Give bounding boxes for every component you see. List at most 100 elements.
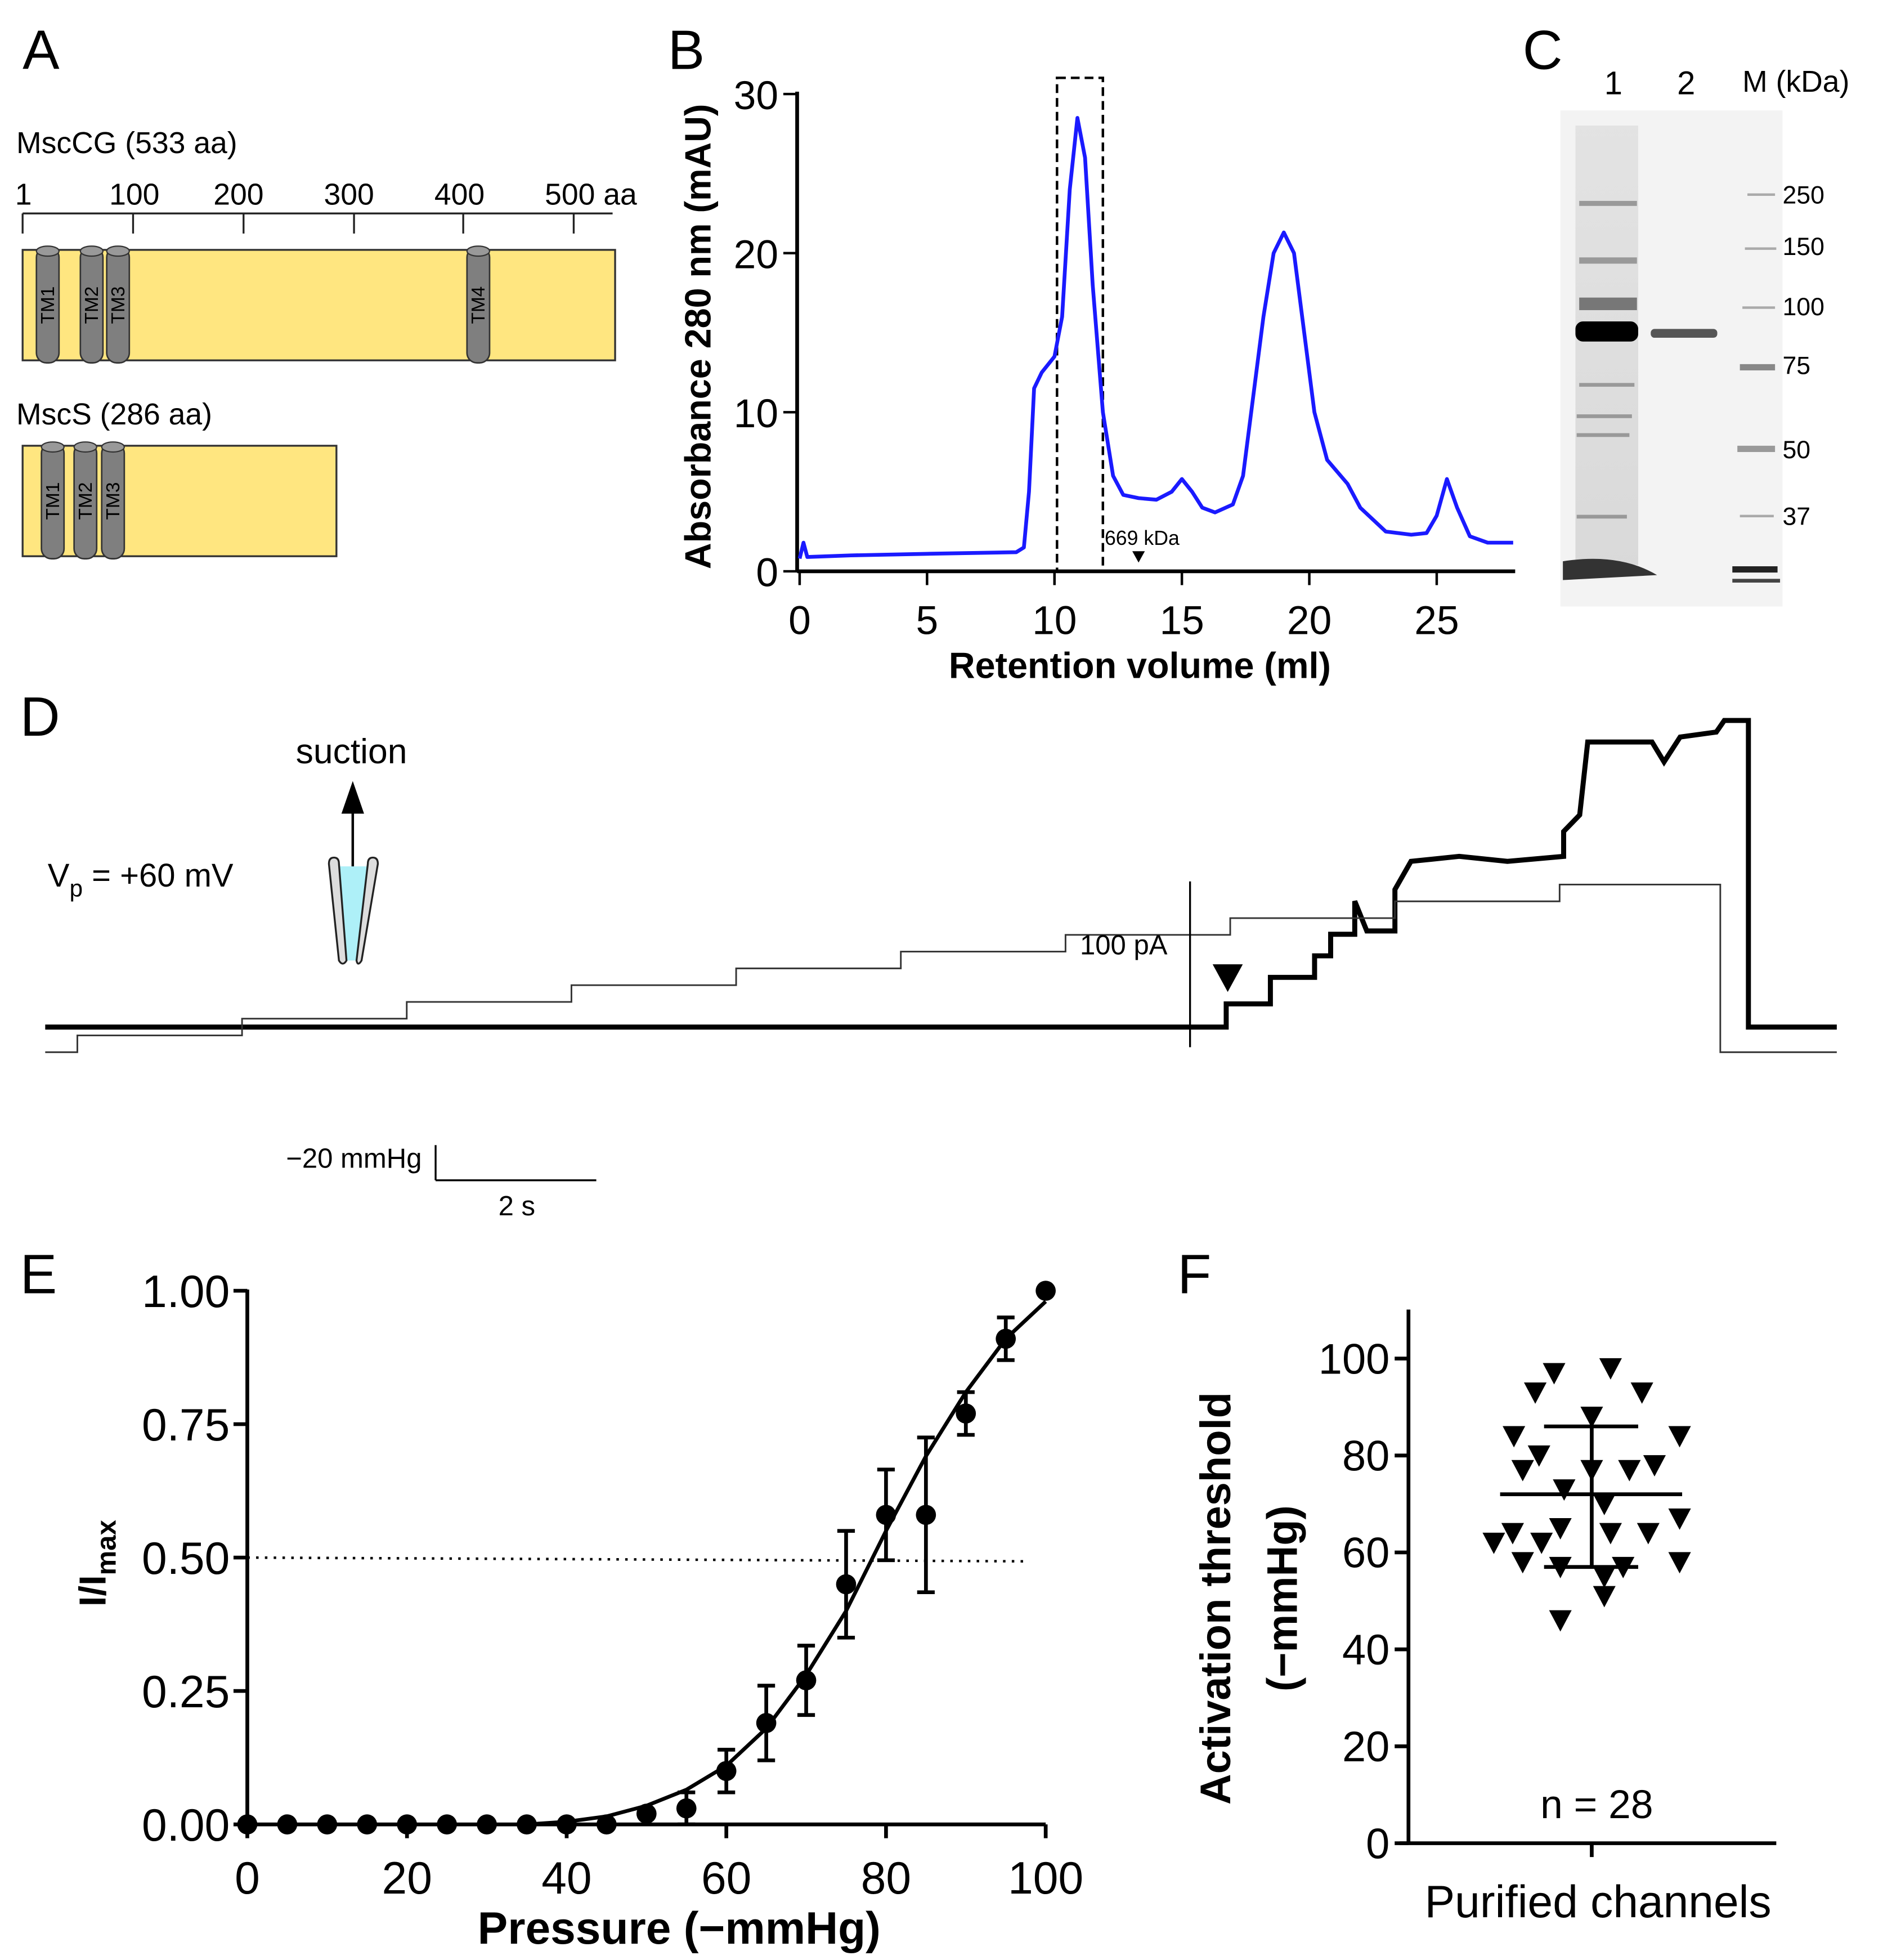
- e-data-point: [996, 1328, 1016, 1349]
- tm-label: TM2: [75, 482, 96, 520]
- e-data-point: [557, 1814, 577, 1834]
- f-data-point: [1553, 1479, 1576, 1501]
- lane-label-2: 2: [1677, 65, 1695, 101]
- f-data-point: [1630, 1382, 1653, 1404]
- panel-b-chromatogram: 0 5 10 15 20 25 0 10 20 30 Absorbance 280 nm (mAU…: [678, 73, 1516, 686]
- lane-1-main-band: [1575, 321, 1638, 342]
- panel-label-f: F: [1177, 1243, 1211, 1305]
- f-y-axis-label-line2: (−mmHg): [1258, 1505, 1306, 1691]
- tm-label: TM1: [38, 287, 59, 324]
- panel-label-a: A: [23, 19, 60, 81]
- aa-scale-axis: [21, 212, 613, 234]
- f-data-point: [1549, 1518, 1572, 1540]
- b-669kda-marker-icon: [1132, 551, 1145, 563]
- e-x-tick-label: 80: [861, 1853, 911, 1904]
- lane-2-band: [1651, 329, 1718, 338]
- e-data-point: [956, 1403, 976, 1424]
- scale-tick-label: 400: [434, 178, 485, 212]
- panel-f-activation-threshold: 0 20 40 60 80 100 Activation threshold (−mmHg…: [1192, 1309, 1777, 1927]
- tm-label: TM3: [103, 482, 124, 520]
- f-data-point: [1511, 1552, 1534, 1574]
- scale-tick-label: 200: [213, 178, 263, 212]
- f-data-point: [1593, 1493, 1616, 1515]
- tm-helix-top: [101, 441, 125, 453]
- tm-helix-top: [466, 245, 491, 257]
- mscs-domain-bar: [21, 445, 338, 557]
- b-y-tick-label: 20: [734, 232, 778, 277]
- f-data-point: [1668, 1508, 1691, 1530]
- lane-label-marker: M (kDa): [1742, 65, 1849, 99]
- e-data-point: [836, 1574, 857, 1595]
- b-x-tick-label: 25: [1414, 598, 1459, 643]
- e-data-point: [437, 1814, 457, 1834]
- f-data-point: [1580, 1407, 1603, 1428]
- tm-helix-top: [73, 441, 97, 453]
- mscs-tm-helices: TM1 TM2 TM3: [41, 441, 125, 560]
- mscs-title: MscS (286 aa): [16, 398, 212, 431]
- marker-label: 37: [1783, 503, 1811, 530]
- pressure-scale-label: −20 mmHg: [286, 1143, 422, 1174]
- e-data-point: [916, 1505, 936, 1525]
- marker-label: 250: [1783, 181, 1824, 209]
- e-data-point: [597, 1814, 617, 1834]
- e-data-point: [357, 1814, 378, 1834]
- b-y-tick-label: 0: [756, 551, 778, 596]
- aa-scale-labels: 1 100 200 300 400 500 aa: [15, 178, 637, 212]
- e-data-point: [796, 1670, 817, 1690]
- f-data-point: [1501, 1523, 1525, 1545]
- f-data-point: [1593, 1586, 1616, 1608]
- e-data-point: [676, 1798, 697, 1819]
- e-data-point: [237, 1814, 258, 1834]
- f-y-tick-label: 0: [1366, 1820, 1389, 1868]
- f-data-point: [1668, 1426, 1691, 1448]
- f-data-point: [1503, 1426, 1526, 1448]
- f-data-point: [1637, 1523, 1660, 1545]
- e-y-tick-label: 0.75: [142, 1400, 230, 1451]
- marker-label: 100: [1783, 293, 1824, 321]
- holding-potential-label: Vp = +60 mV: [48, 858, 234, 902]
- e-x-tick-label: 20: [382, 1853, 432, 1904]
- e-data-point: [876, 1505, 896, 1525]
- current-scale-label: 100 pA: [1080, 930, 1168, 960]
- gel-lane-1: [1575, 126, 1638, 565]
- b-x-tick-label: 10: [1032, 598, 1077, 643]
- marker-label: 75: [1783, 352, 1811, 380]
- e-x-axis-label: Pressure (−mmHg): [478, 1903, 881, 1954]
- f-y-tick-label: 20: [1342, 1723, 1389, 1771]
- b-y-tick-label: 30: [734, 73, 778, 118]
- msccg-title: MscCG (533 aa): [16, 127, 237, 160]
- b-x-tick-label: 20: [1287, 598, 1331, 643]
- f-data-point: [1618, 1460, 1641, 1482]
- e-x-tick-label: 40: [541, 1853, 591, 1904]
- e-data-point: [716, 1761, 737, 1782]
- current-trace: [45, 718, 1837, 1030]
- e-data-point: [756, 1713, 777, 1733]
- panel-label-e: E: [20, 1243, 57, 1305]
- e-data-point: [636, 1804, 657, 1824]
- e-data-point: [1035, 1281, 1056, 1301]
- e-y-tick-label: 1.00: [142, 1267, 230, 1317]
- f-data-point: [1530, 1532, 1553, 1554]
- marker-ladder-bands: [1732, 193, 1781, 583]
- f-y-tick-label: 100: [1319, 1335, 1390, 1383]
- e-x-tick-label: 60: [701, 1853, 751, 1904]
- b-collected-fraction-box: [1056, 77, 1105, 573]
- tm-helix-top: [106, 245, 130, 257]
- f-data-point: [1482, 1532, 1505, 1554]
- b-y-tick-label: 10: [734, 391, 778, 436]
- tm-label: TM2: [82, 287, 102, 324]
- e-y-axis-label: I/Imax: [71, 1520, 122, 1607]
- f-data-point: [1593, 1567, 1616, 1588]
- panel-label-d: D: [20, 686, 60, 748]
- f-data-point: [1599, 1358, 1622, 1380]
- f-data-point: [1527, 1445, 1550, 1467]
- scale-tick-label: 100: [109, 178, 159, 212]
- f-y-tick-label: 60: [1342, 1529, 1389, 1577]
- panel-d-patch-clamp-trace: suction Vp = +60 mV 100 pA −20 mmHg 2 s: [45, 718, 1837, 1221]
- b-y-axis-label: Absorbance 280 nm (mAU): [678, 104, 719, 570]
- e-x-tick-label: 100: [1008, 1853, 1083, 1904]
- lane-label-1: 1: [1604, 65, 1622, 101]
- time-scale-label: 2 s: [499, 1191, 535, 1221]
